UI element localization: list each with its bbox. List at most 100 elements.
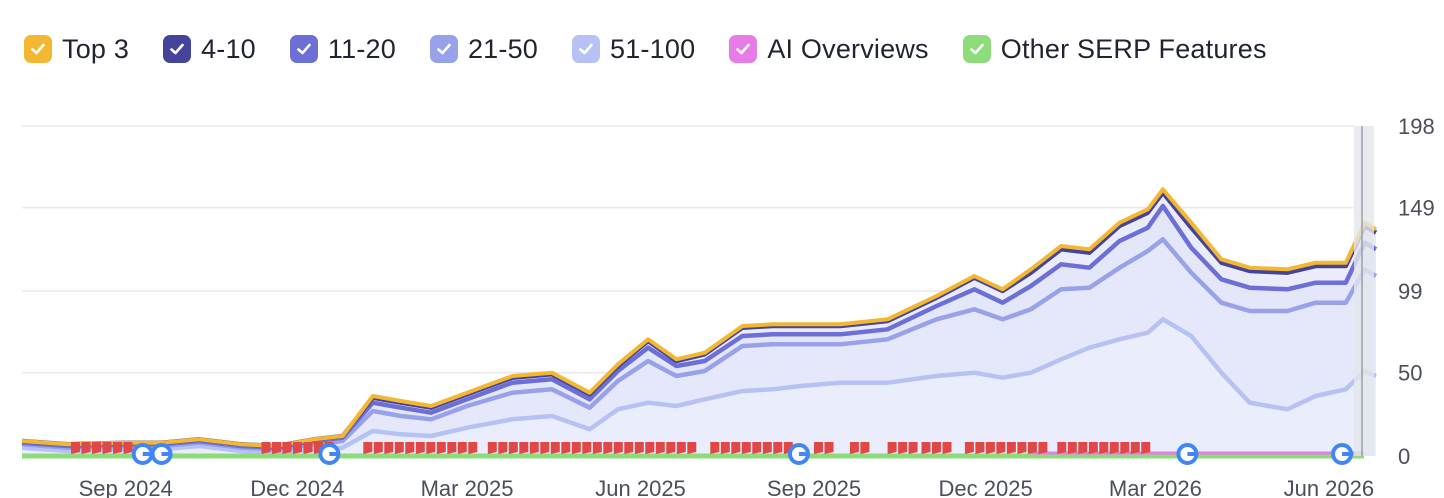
legend-item-ai-overviews[interactable]: AI Overviews	[729, 33, 929, 65]
event-flag-icon	[1017, 442, 1027, 454]
event-flag-icon	[447, 442, 457, 454]
event-flag-icon	[942, 442, 952, 454]
y-tick-label: 0	[1398, 444, 1410, 469]
x-tick-label: Jun 2026	[1284, 476, 1375, 498]
event-flag-icon	[582, 442, 592, 454]
checkbox-checked-icon[interactable]	[962, 35, 991, 63]
x-tick-label: Mar 2026	[1109, 476, 1202, 498]
event-flag-icon	[303, 442, 313, 454]
checkbox-checked-icon[interactable]	[729, 35, 758, 63]
event-flag-icon	[762, 442, 772, 454]
google-update-icon-bar	[142, 452, 152, 456]
event-flag-icon	[592, 442, 602, 454]
event-flag-icon	[519, 442, 529, 454]
google-update-icon-bar	[1342, 452, 1352, 456]
legend-item-other-serp-features[interactable]: Other SERP Features	[962, 33, 1267, 65]
checkbox-checked-icon[interactable]	[24, 35, 52, 63]
event-flag-icon	[282, 442, 292, 454]
event-flag-icon	[1078, 442, 1088, 454]
event-flag-icon	[887, 442, 897, 454]
event-flag-icon	[394, 442, 404, 454]
y-tick-label: 149	[1398, 196, 1435, 221]
event-flag-icon	[71, 442, 80, 454]
event-flag-icon	[603, 442, 613, 454]
legend-item-11-20[interactable]: 11-20	[289, 34, 396, 65]
google-update-icon-bar	[329, 452, 339, 456]
event-flag-icon	[860, 442, 870, 454]
x-tick-label: Jun 2025	[595, 476, 686, 498]
event-flag-icon	[687, 442, 697, 454]
y-tick-label: 99	[1398, 279, 1422, 304]
legend-label: 4-10	[201, 33, 256, 64]
event-flag-icon	[741, 442, 751, 454]
event-flag-icon	[81, 442, 91, 454]
event-flag-icon	[508, 442, 518, 454]
hover-band	[1354, 126, 1374, 456]
event-flag-icon	[655, 442, 665, 454]
event-flag-icon	[1109, 442, 1119, 454]
legend-item-21-50[interactable]: 21-50	[429, 34, 538, 65]
legend-item-4-10[interactable]: 4-10	[163, 34, 256, 65]
legend-label: AI Overviews	[767, 33, 929, 64]
google-update-icon-bar	[161, 452, 171, 456]
event-flag-icon	[384, 442, 394, 454]
x-tick-label: Mar 2025	[421, 476, 514, 498]
event-flag-icon	[964, 442, 974, 454]
event-flag-icon	[645, 442, 655, 454]
event-flag-icon	[985, 442, 995, 454]
x-tick-label: Sep 2024	[79, 476, 173, 498]
event-flag-icon	[571, 442, 581, 454]
event-flag-icon	[415, 442, 425, 454]
event-flag-icon	[498, 442, 508, 454]
event-flag-icon	[752, 442, 762, 454]
checkbox-checked-icon[interactable]	[289, 35, 318, 63]
event-flag-icon	[436, 442, 446, 454]
event-flag-icon	[1038, 442, 1048, 454]
event-flag-icon	[92, 442, 101, 454]
google-update-icon-bar	[798, 452, 808, 456]
event-flag-icon	[975, 442, 985, 454]
event-flag-icon	[113, 442, 122, 454]
event-flag-icon	[996, 442, 1006, 454]
area-51-100	[22, 319, 1376, 456]
chart-plot[interactable]: 198 149 99 50 0 Sep 2024 Dec 2024 Mar 2025 Jun 2…	[0, 100, 1444, 498]
event-flag-icon	[824, 442, 834, 454]
event-flag-icon	[373, 442, 383, 454]
event-flag-icon	[1067, 442, 1077, 454]
event-flag-icon	[272, 442, 281, 454]
event-flag-icon	[426, 442, 436, 454]
event-flag-icon	[773, 442, 783, 454]
checkbox-checked-icon[interactable]	[163, 35, 192, 63]
checkbox-checked-icon[interactable]	[572, 35, 601, 63]
event-flag-icon	[908, 442, 918, 454]
legend-item-51-100[interactable]: 51-100	[572, 34, 695, 65]
google-update-icon-bar	[1187, 452, 1197, 456]
event-flag-icon	[1006, 442, 1016, 454]
event-flag-icon	[405, 442, 415, 454]
y-tick-label: 198	[1398, 114, 1435, 139]
event-flag-icon	[261, 442, 271, 454]
event-flag-icon	[1141, 442, 1151, 454]
event-flag-icon	[550, 442, 560, 454]
event-flag-icon	[1057, 442, 1067, 454]
event-flag-icon	[676, 442, 686, 454]
event-flag-icon	[613, 442, 623, 454]
event-flag-icon	[363, 442, 373, 454]
event-flag-icon	[634, 442, 644, 454]
legend-label: 51-100	[610, 33, 696, 64]
legend-label: Other SERP Features	[1000, 33, 1267, 64]
checkbox-checked-icon[interactable]	[429, 35, 458, 63]
event-flag-icon	[1027, 442, 1037, 454]
event-flag-icon	[720, 442, 730, 454]
x-tick-label: Sep 2025	[767, 476, 861, 498]
legend-label: Top 3	[62, 33, 130, 64]
legend-item-top-3[interactable]: Top 3	[24, 34, 129, 65]
event-flag-icon	[540, 442, 550, 454]
event-flag-icon	[468, 442, 478, 454]
event-flag-icon	[1099, 442, 1109, 454]
event-flag-icon	[921, 442, 931, 454]
event-flag-icon	[102, 442, 112, 454]
event-flag-icon	[932, 442, 941, 454]
event-flag-icon	[898, 442, 908, 454]
event-flag-icon	[1088, 442, 1098, 454]
